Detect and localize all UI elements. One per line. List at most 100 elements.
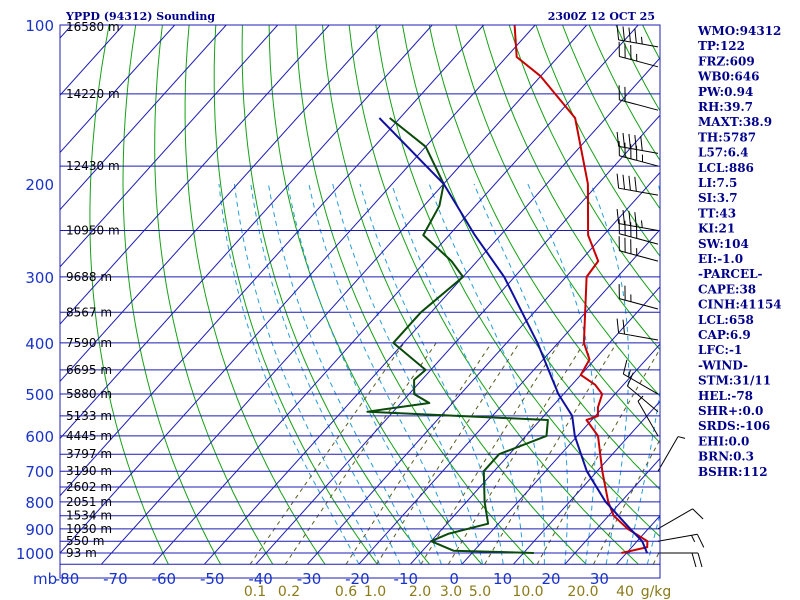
index-value: EI:-1.0: [698, 252, 743, 266]
height-label: 10950 m: [66, 223, 120, 237]
index-value: MAXT:38.9: [698, 115, 772, 129]
wind-barb: [637, 395, 659, 437]
pressure-unit-label: mb: [33, 570, 57, 588]
mixing-ratio-label: g/kg: [641, 584, 672, 600]
index-value: RH:39.7: [698, 100, 753, 114]
index-value: LFC:-1: [698, 343, 742, 357]
index-value: FRZ:609: [698, 54, 755, 68]
wind-barb-flag: [622, 319, 626, 335]
mixing-ratio-label: 20.0: [567, 584, 598, 600]
wind-barb: [618, 284, 659, 310]
wind-barb-staff: [637, 400, 659, 437]
index-value: PW:0.94: [698, 85, 753, 99]
moist-adiabat-12: [590, 183, 630, 565]
wind-barb: [616, 318, 659, 341]
wind-barb-staff: [618, 187, 659, 196]
temperature-tick-label: -70: [103, 570, 128, 588]
height-label: 3190 m: [66, 464, 112, 478]
isotherm-20: [564, 457, 660, 565]
wind-barb-flag: [634, 28, 637, 44]
wind-barb-staff: [627, 385, 659, 413]
dry-adiabat-0: [89, 25, 169, 565]
station-title: YPPD (94312) Sounding: [65, 10, 215, 23]
isotherm-6: [60, 25, 330, 325]
index-value: TH:5787: [698, 130, 756, 144]
index-value: CINH:41154: [698, 298, 782, 312]
moist-adiabat-0: [218, 183, 360, 565]
temperature-tick-label: 30: [590, 570, 609, 588]
moist-adiabat-6: [332, 183, 483, 565]
temperature-tick-label: -80: [55, 570, 80, 588]
parcel-line: [378, 117, 649, 554]
moist-adiabat-8: [391, 183, 525, 565]
wind-barb-staff: [619, 155, 659, 167]
wind-barb-flag: [637, 395, 644, 402]
series-layer: [366, 25, 649, 554]
height-label: 93 m: [66, 546, 97, 560]
wind-barb-staff: [618, 39, 659, 48]
index-value: -PARCEL-: [698, 267, 763, 281]
temperature-tick-label: 0: [449, 570, 459, 588]
index-value: BRN:0.3: [698, 450, 754, 464]
height-label: 4445 m: [66, 429, 112, 443]
wind-barb-flag: [640, 36, 643, 45]
index-value: HEL:-78: [698, 389, 753, 403]
index-value: SHR+:0.0: [698, 404, 763, 418]
wind-barb-staff: [623, 373, 659, 395]
wind-barb-flag: [628, 27, 631, 43]
pressure-tick-label: 800: [25, 494, 54, 512]
isotherm-1: [60, 25, 73, 39]
mixing-ratio-label: 10.0: [512, 584, 543, 600]
mixing-ratio-label: 2.0: [409, 584, 431, 600]
dry-adiabat-1: [122, 25, 222, 565]
height-label: 9688 m: [66, 270, 112, 284]
wind-barb-flag: [640, 136, 643, 151]
height-label: 14220 m: [66, 87, 120, 101]
wind-barb-flag: [696, 534, 705, 548]
wind-barb-flag: [677, 436, 686, 439]
pressure-tick-label: 200: [25, 176, 54, 194]
temperature-tick-label: -60: [152, 570, 177, 588]
wind-barb: [626, 372, 659, 413]
dry-adiabat-3: [184, 25, 326, 565]
wind-barb-staff: [657, 436, 679, 472]
mixing-ratio-label: 5.0: [469, 584, 491, 600]
dry-adiabat-25: [776, 25, 800, 564]
pressure-tick-label: 400: [25, 335, 54, 353]
mixing-ratio-line-4: [420, 342, 560, 565]
wind-barb-staff: [619, 99, 659, 111]
dry-adiabat-7: [295, 25, 535, 565]
wind-barb: [616, 173, 659, 196]
height-label: 5133 m: [66, 409, 112, 423]
wind-barb-flag: [622, 210, 626, 225]
wind-barb-flag: [628, 369, 631, 378]
height-label: 8567 m: [66, 305, 112, 319]
dewpoint-line: [366, 117, 549, 554]
wind-barb: [618, 85, 659, 111]
isotherm-3: [60, 25, 176, 154]
mixing-ratio-line-6: [484, 342, 618, 565]
index-value: WB0:646: [697, 70, 759, 84]
dry-adiabat-15: [508, 25, 660, 304]
wind-barb-flag: [616, 25, 620, 40]
isotherm-4: [60, 25, 227, 211]
mixing-ratio-line-7: [536, 348, 660, 565]
sounding-time: 2300Z 12 OCT 25: [548, 10, 655, 23]
isotherm-9: [60, 25, 485, 497]
mixing-ratio-line-1: [284, 342, 437, 565]
isotherm-14: [255, 114, 660, 565]
mixing-ratio-line-0: [249, 342, 405, 565]
index-value: LCL:886: [698, 161, 754, 175]
temperature-tick-label: -30: [297, 570, 322, 588]
mixing-ratio-line-2: [345, 342, 492, 565]
mixing-ratio-label: 0.1: [244, 584, 266, 600]
wind-barb: [616, 209, 659, 231]
dry-adiabat-6: [268, 25, 483, 565]
height-label: 2602 m: [66, 480, 112, 494]
moist-adiabat-7: [359, 183, 504, 565]
wind-barbs-layer: [616, 25, 705, 568]
isotherm-10: [60, 25, 536, 554]
mixing-ratio-label: 3.0: [440, 584, 462, 600]
